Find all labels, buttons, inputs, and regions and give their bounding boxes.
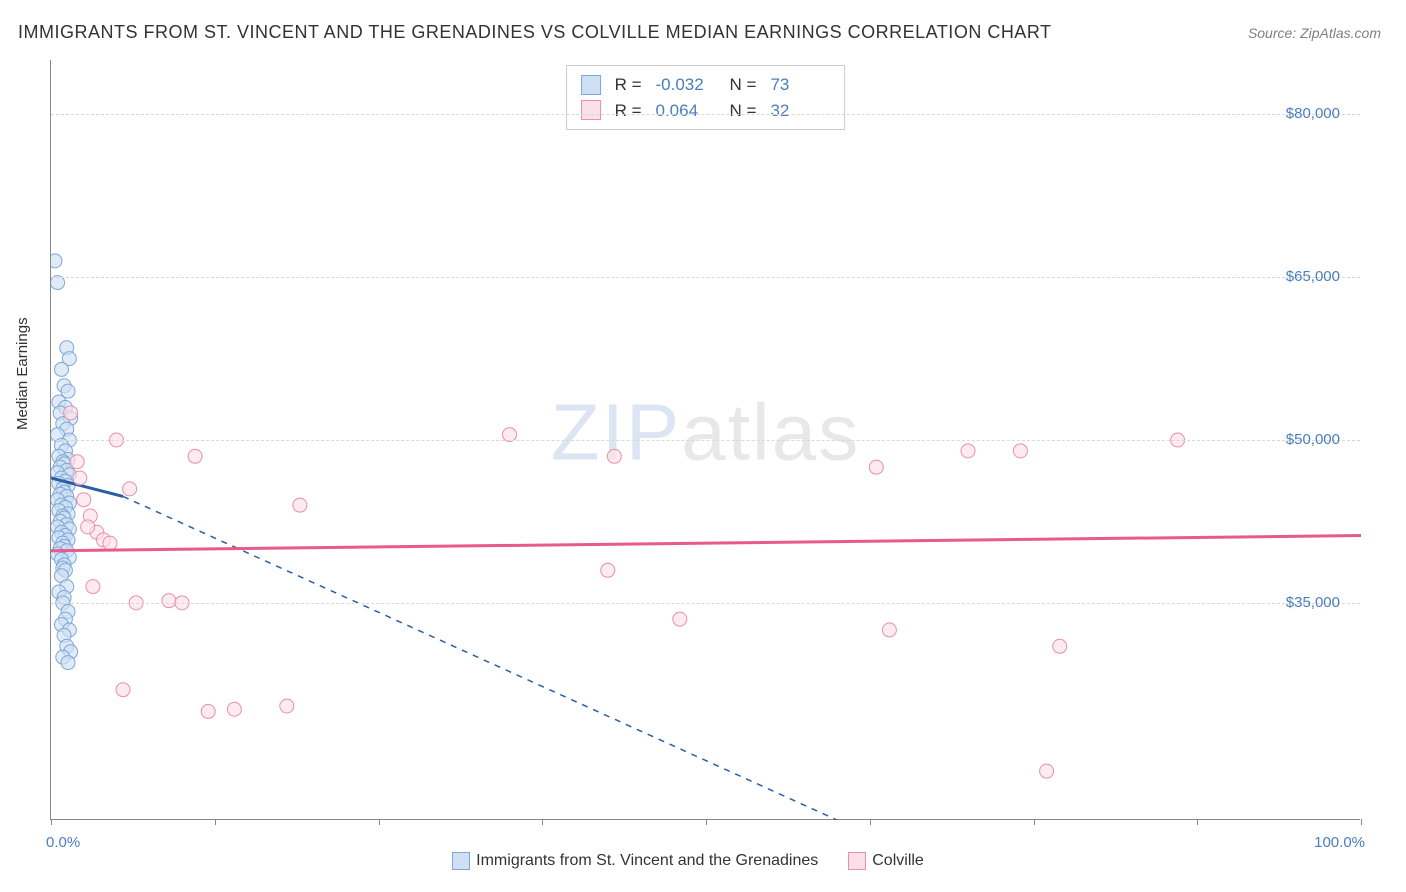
bottom-legend: Immigrants from St. Vincent and the Gren… [0, 852, 1406, 870]
scatter-point [1013, 444, 1027, 458]
trend-line [51, 536, 1361, 551]
scatter-point [116, 683, 130, 697]
x-tick [379, 819, 380, 825]
y-tick-label: $80,000 [1286, 105, 1340, 122]
scatter-point [188, 449, 202, 463]
y-tick-label: $65,000 [1286, 268, 1340, 285]
scatter-point [123, 482, 137, 496]
x-tick [1197, 819, 1198, 825]
stat-legend-box: R = -0.032 N = 73 R = 0.064 N = 32 [566, 65, 846, 130]
scatter-point [601, 563, 615, 577]
chart-area: ZIPatlas R =-0.032N =73R =0.064N =32 $35… [50, 60, 1360, 820]
legend-swatch [452, 852, 470, 870]
legend-label: Immigrants from St. Vincent and the Gren… [476, 852, 818, 869]
x-label-left: 0.0% [46, 834, 80, 851]
x-tick [51, 819, 52, 825]
scatter-point [86, 580, 100, 594]
scatter-point [51, 254, 62, 268]
scatter-point [81, 520, 95, 534]
x-tick [870, 819, 871, 825]
r-label: R = [615, 72, 642, 98]
stat-legend-row: R = 0.064 N = 32 [581, 98, 831, 124]
scatter-point [673, 612, 687, 626]
y-tick-label: $50,000 [1286, 431, 1340, 448]
scatter-point [869, 460, 883, 474]
scatter-point [1040, 764, 1054, 778]
stat-legend-row: R = -0.032 N = 73 [581, 72, 831, 98]
x-tick [706, 819, 707, 825]
scatter-point [882, 623, 896, 637]
grid-line [51, 603, 1360, 604]
legend-swatch [848, 852, 866, 870]
scatter-point [201, 704, 215, 718]
r-value: 0.064 [656, 98, 716, 124]
n-label: N = [730, 98, 757, 124]
grid-line [51, 277, 1360, 278]
grid-line [51, 114, 1360, 115]
n-value: 73 [770, 72, 830, 98]
y-axis-label: Median Earnings [14, 317, 31, 430]
scatter-point [103, 536, 117, 550]
scatter-point [61, 656, 75, 670]
n-value: 32 [770, 98, 830, 124]
legend-label: Colville [872, 852, 924, 869]
x-label-right: 100.0% [1314, 834, 1365, 851]
x-tick [542, 819, 543, 825]
y-tick-label: $35,000 [1286, 594, 1340, 611]
plot-box: ZIPatlas R =-0.032N =73R =0.064N =32 $35… [50, 60, 1360, 820]
scatter-point [73, 471, 87, 485]
scatter-point [1053, 639, 1067, 653]
x-tick [1361, 819, 1362, 825]
scatter-point [64, 406, 78, 420]
source-attribution: Source: ZipAtlas.com [1248, 25, 1381, 41]
legend-swatch [581, 100, 601, 120]
scatter-point [280, 699, 294, 713]
scatter-point [77, 493, 91, 507]
chart-title: IMMIGRANTS FROM ST. VINCENT AND THE GREN… [18, 22, 1052, 43]
scatter-point [961, 444, 975, 458]
n-label: N = [730, 72, 757, 98]
scatter-point [162, 594, 176, 608]
r-label: R = [615, 98, 642, 124]
scatter-point [54, 362, 68, 376]
r-value: -0.032 [656, 72, 716, 98]
scatter-point [227, 702, 241, 716]
scatter-point [607, 449, 621, 463]
legend-swatch [581, 75, 601, 95]
x-tick [215, 819, 216, 825]
x-tick [1034, 819, 1035, 825]
grid-line [51, 440, 1360, 441]
scatter-point [70, 455, 84, 469]
scatter-point [293, 498, 307, 512]
